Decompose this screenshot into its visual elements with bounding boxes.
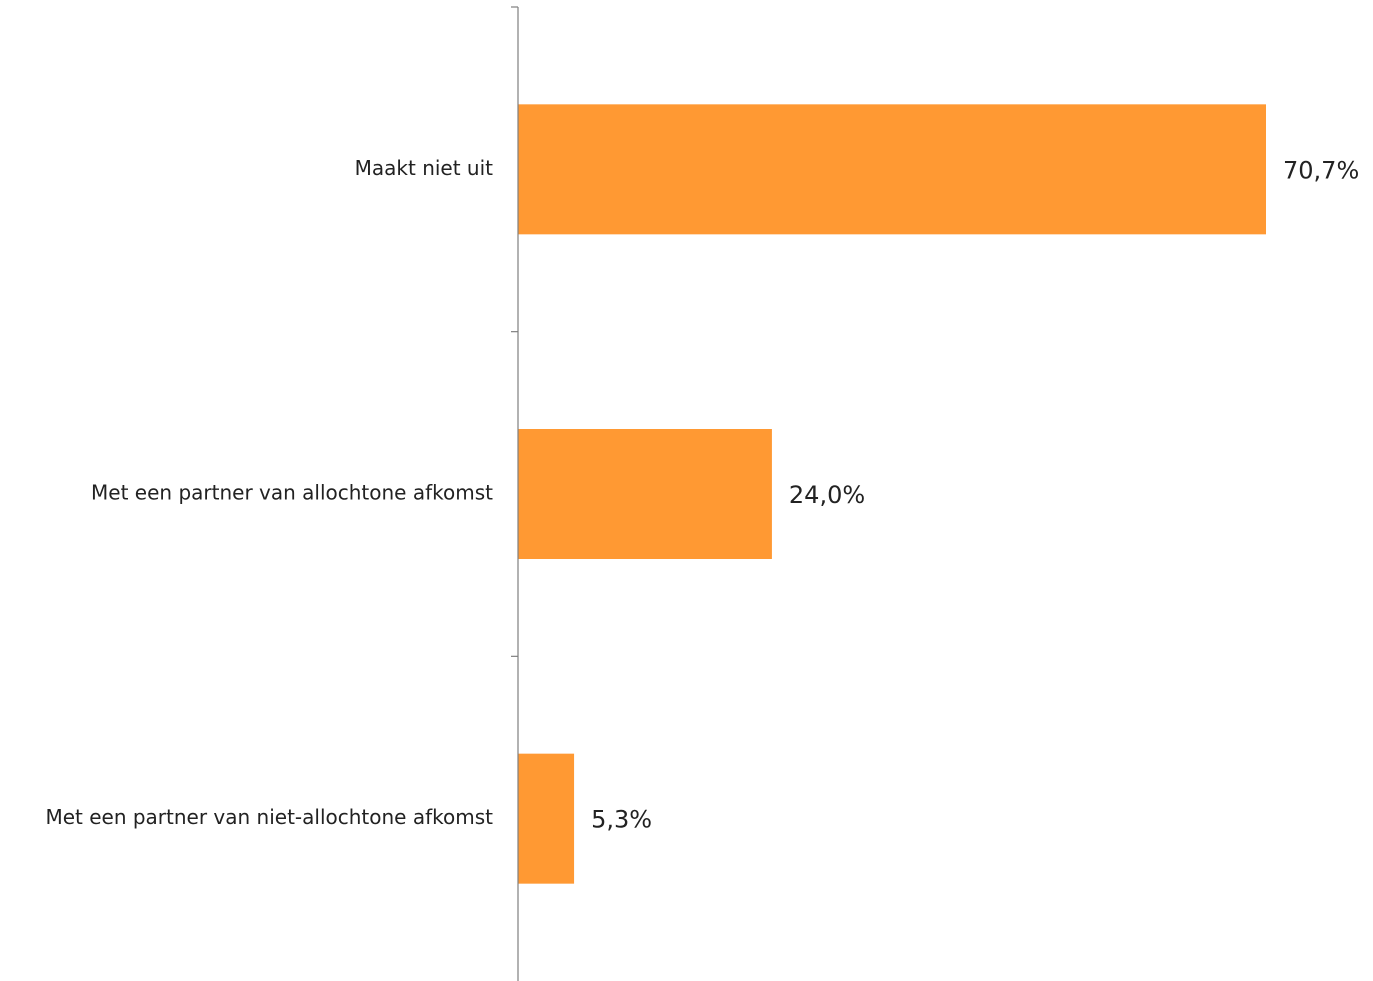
data-label: 5,3% (591, 806, 652, 834)
category-label: Maakt niet uit (355, 156, 494, 180)
bar (518, 429, 772, 559)
data-label: 24,0% (789, 481, 865, 509)
data-label: 70,7% (1283, 156, 1359, 184)
data-labels: 70,7% 24,0% 5,3% (591, 156, 1359, 833)
bar (518, 753, 575, 884)
bar (518, 104, 1266, 235)
bars-group (518, 104, 1266, 884)
category-label: Met een partner van niet-allochtone afko… (45, 805, 493, 829)
category-labels: Maakt niet uit Met een partner van alloch… (45, 156, 493, 829)
category-axis (511, 6, 519, 981)
category-label: Met een partner van allochtone afkomst (91, 481, 493, 505)
